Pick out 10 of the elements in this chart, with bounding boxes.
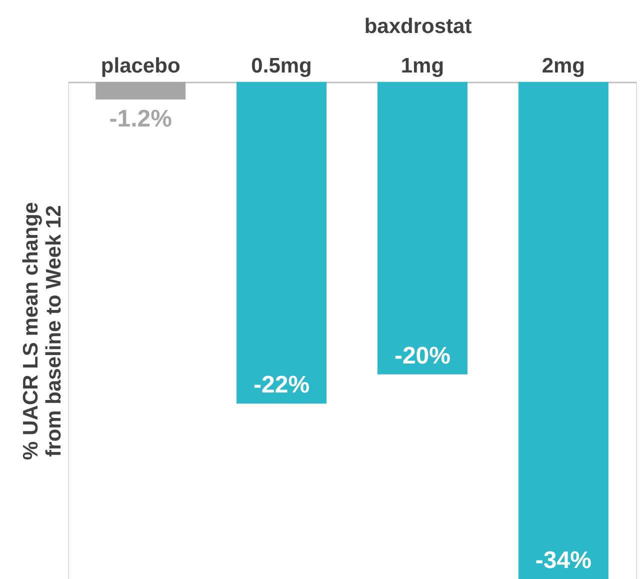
- data-label: -34%: [535, 547, 592, 574]
- x-tick-label: 1mg: [400, 54, 444, 78]
- y-axis-title: % UACR LS mean change from baseline to Week 12: [20, 202, 66, 460]
- x-tick-label: placebo: [100, 54, 180, 78]
- data-label: -1.2%: [109, 106, 172, 133]
- text: baxdrostat: [364, 15, 472, 38]
- x-tick-label: 2mg: [542, 54, 586, 78]
- data-label: -20%: [394, 342, 450, 370]
- data-label: -22%: [254, 372, 310, 399]
- x-tick-label: 0.5mg: [251, 54, 312, 78]
